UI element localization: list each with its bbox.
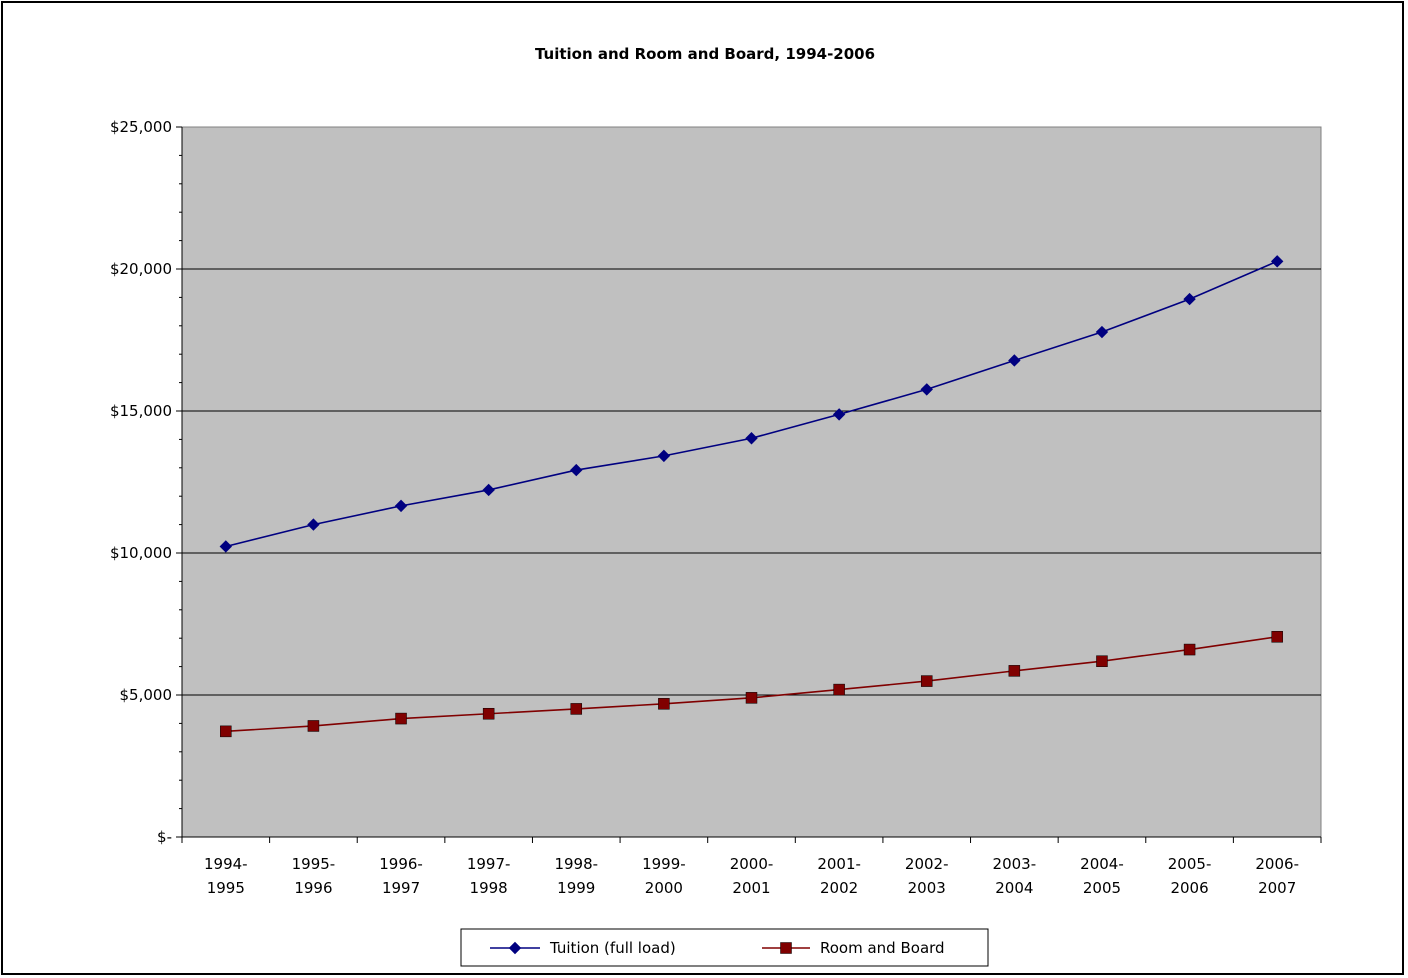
square-marker (658, 698, 670, 710)
diamond-marker (1270, 255, 1284, 268)
diamond-marker (920, 383, 933, 396)
diamond-marker (219, 540, 233, 553)
x-tick-label: 2004-2005 (1080, 855, 1124, 897)
diamond-marker (1095, 325, 1109, 339)
diamond-marker (482, 483, 495, 497)
y-tick-label: $10,000 (110, 544, 172, 562)
square-marker (570, 703, 583, 715)
diamond-marker (745, 432, 758, 445)
legend-marker-icon (508, 941, 522, 955)
square-marker (920, 675, 933, 687)
x-tick-label: 1994-1995 (204, 855, 248, 897)
y-tick-label: $15,000 (110, 402, 172, 420)
x-tick-label: 2002-2003 (905, 855, 949, 897)
legend-marker-icon (780, 942, 792, 954)
legend-label: Tuition (full load) (549, 939, 676, 957)
axes: $- $5,000 $10,000 $15,000 $20,000 $25,000 1994… (110, 118, 1322, 897)
x-tick-label: 2001-2002 (817, 855, 861, 897)
square-marker (745, 692, 758, 704)
plot-area (181, 126, 1322, 838)
x-tick-label: 2006-2007 (1255, 855, 1299, 897)
x-tick-label: 2005-2006 (1168, 855, 1212, 897)
x-tick-label: 1995-1996 (292, 855, 336, 897)
square-marker (833, 683, 845, 696)
legend-item: Tuition (full load) (490, 939, 676, 957)
series-1 (219, 255, 1284, 553)
y-tick-label: $- (157, 828, 172, 846)
square-marker (1008, 665, 1021, 677)
legend-label: Room and Board (820, 939, 945, 957)
x-tick-label: 1997-1998 (467, 855, 511, 897)
diamond-marker (657, 449, 671, 463)
square-marker (1183, 643, 1196, 656)
diamond-marker (1008, 354, 1021, 367)
square-marker (482, 707, 495, 720)
legend: Tuition (full load) Room and Board (460, 928, 989, 967)
series-group (219, 255, 1284, 738)
legend-item: Room and Board (762, 939, 945, 957)
square-marker (307, 720, 320, 732)
x-tick-label: 1996-1997 (379, 855, 423, 897)
x-tick-label: 1999-2000 (642, 855, 686, 897)
diamond-marker (832, 408, 846, 421)
y-tick-label: $5,000 (120, 686, 173, 704)
diamond-marker (394, 499, 408, 513)
diamond-marker (1183, 292, 1196, 306)
y-tick-label: $25,000 (110, 118, 172, 136)
square-marker (395, 712, 407, 725)
diamond-marker (307, 518, 320, 531)
square-marker (1271, 631, 1283, 643)
x-tick-label: 1998-1999 (554, 855, 598, 897)
x-tick-label: 2000-2001 (730, 855, 774, 897)
chart-title: Tuition and Room and Board, 1994-2006 (535, 45, 875, 63)
square-marker (220, 725, 232, 738)
diamond-marker (570, 463, 583, 477)
square-marker (1096, 655, 1108, 667)
series-2 (220, 631, 1283, 738)
x-tick-label: 2003-2004 (993, 855, 1037, 897)
y-tick-label: $20,000 (110, 260, 172, 278)
legend-box (460, 928, 989, 967)
